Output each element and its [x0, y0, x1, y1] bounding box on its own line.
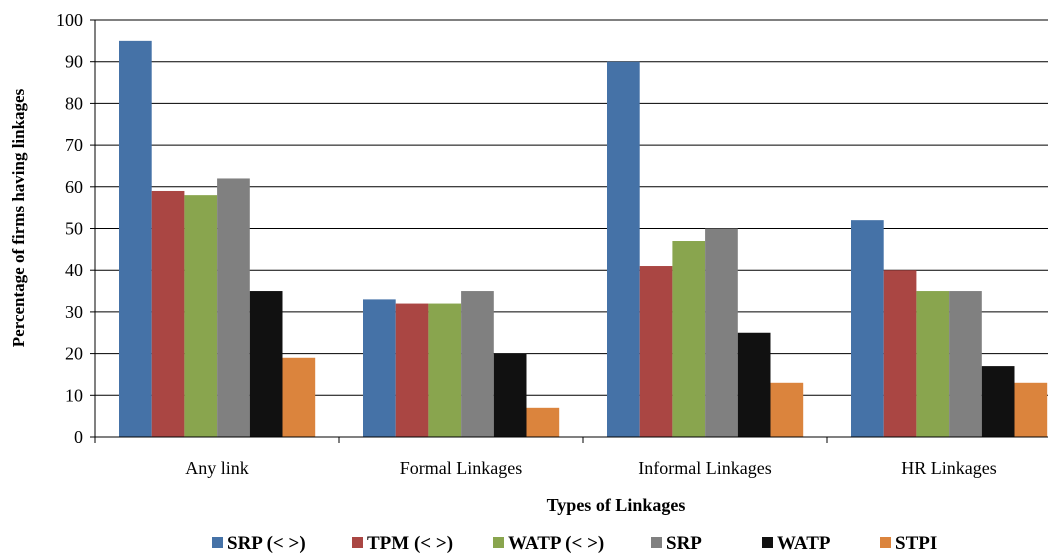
legend-label: WATP (< >) [508, 533, 604, 554]
bar [770, 382, 804, 437]
bar [851, 220, 884, 437]
legend-swatch [762, 537, 773, 548]
y-tick-label: 100 [56, 10, 83, 30]
bar [249, 291, 283, 437]
bar [217, 178, 250, 437]
y-tick-label: 40 [65, 260, 83, 280]
y-tick-label: 10 [65, 385, 83, 405]
legend-swatch [352, 537, 363, 548]
legend-label: SRP [666, 533, 702, 554]
bar [493, 353, 527, 437]
bar [705, 228, 738, 437]
y-tick-label: 50 [65, 219, 83, 239]
legend-swatch [651, 537, 662, 548]
x-category-label: Informal Linkages [638, 458, 771, 478]
bar [639, 266, 673, 437]
bar [282, 357, 316, 437]
x-axis-title: Types of Linkages [547, 495, 686, 515]
bar [151, 190, 185, 437]
bar [363, 299, 396, 437]
y-tick-label: 90 [65, 52, 83, 72]
x-axis-categories: Any link Formal Linkages Informal Linkages… [94, 437, 997, 478]
legend-label: TPM (< >) [367, 533, 453, 554]
bar [395, 303, 429, 437]
y-tick-label: 80 [65, 93, 83, 113]
y-tick-label: 30 [65, 302, 83, 322]
bar [672, 241, 706, 437]
y-tick-label: 20 [65, 344, 83, 364]
y-tick-label: 0 [74, 427, 83, 447]
y-axis-title: Percentage of firms having linkages [9, 88, 28, 347]
bar [184, 195, 218, 437]
bar [883, 270, 917, 437]
legend-swatch [880, 537, 891, 548]
y-tick-label: 60 [65, 177, 83, 197]
legend-label: SRP (< >) [227, 533, 306, 554]
bar [737, 332, 771, 437]
bar [1014, 382, 1048, 437]
bar [607, 61, 640, 437]
y-axis-ticks: 0 10 20 30 40 50 60 70 80 90 100 [56, 10, 95, 447]
bar [119, 40, 152, 437]
bars [119, 40, 1048, 437]
legend-swatch [493, 537, 504, 548]
bar [461, 291, 494, 437]
bar [428, 303, 462, 437]
legend: SRP (< >) TPM (< >) WATP (< >) SRP WATP STPI [212, 533, 937, 554]
legend-label: WATP [777, 533, 831, 554]
legend-swatch [212, 537, 223, 548]
bar [981, 366, 1015, 437]
x-category-label: HR Linkages [901, 458, 996, 478]
bar [949, 291, 982, 437]
x-category-label: Any link [185, 458, 249, 478]
bar [526, 407, 560, 437]
bar [916, 291, 950, 437]
legend-label: STPI [895, 533, 937, 554]
x-category-label: Formal Linkages [400, 458, 522, 478]
y-tick-label: 70 [65, 135, 83, 155]
